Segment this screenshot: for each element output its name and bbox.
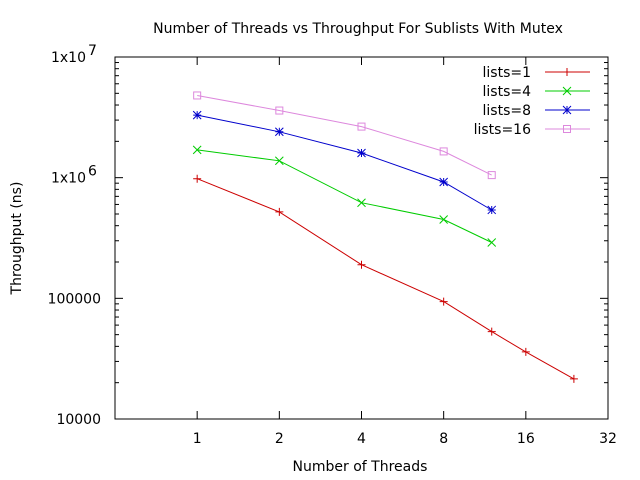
series-line [197, 114, 492, 211]
legend-marker [562, 86, 572, 96]
data-point [439, 215, 449, 224]
legend-label: lists=4 [483, 84, 532, 100]
data-point [439, 147, 448, 156]
series-line [197, 95, 492, 176]
series-layer [192, 91, 578, 383]
data-point [357, 122, 366, 131]
data-point [357, 148, 366, 158]
plot-frame [114, 56, 609, 420]
data-point [192, 110, 202, 120]
y-tick-label: 1x10 [51, 171, 86, 187]
series-lists=1 [193, 174, 578, 383]
y-tick-label: 100000 [48, 291, 101, 307]
x-tick-label: 1 [193, 431, 202, 447]
data-point [275, 106, 284, 115]
data-point [487, 238, 497, 247]
data-point [357, 198, 366, 208]
chart-title: Number of Threads vs Throughput For Subl… [153, 21, 563, 37]
legend-label: lists=1 [483, 65, 532, 81]
series-line [197, 178, 575, 380]
series-lists=4 [192, 145, 497, 247]
x-tick-label: 2 [275, 431, 284, 447]
data-point [193, 91, 202, 100]
y-tick-label: 1x10 [51, 50, 86, 66]
legend-label: lists=8 [483, 103, 532, 119]
legend-marker [563, 125, 571, 133]
y-tick-label: 10000 [56, 412, 101, 428]
y-axis-label: Throughput (ns) [9, 182, 25, 296]
data-point [569, 374, 578, 383]
x-tick-label: 4 [357, 431, 366, 447]
legend-marker [563, 68, 571, 76]
data-point [275, 207, 284, 216]
legend-label: lists=16 [474, 122, 531, 138]
x-tick-label: 8 [439, 431, 448, 447]
series-lists=8 [192, 110, 497, 215]
series-lists=16 [193, 91, 496, 180]
data-point [487, 327, 496, 336]
y-tick-exponent: 7 [88, 43, 97, 59]
data-point [192, 145, 202, 155]
data-point [487, 205, 497, 215]
x-axis-label: Number of Threads [293, 459, 428, 475]
data-point [274, 127, 284, 137]
data-point [357, 260, 366, 269]
data-point [274, 156, 284, 166]
y-tick-exponent: 6 [88, 164, 97, 180]
data-point [439, 297, 448, 306]
data-point [521, 347, 530, 356]
legend: lists=1 lists=4 lists=8 lists=16 [474, 65, 590, 138]
x-tick-label: 16 [517, 431, 535, 447]
data-point [439, 177, 449, 187]
data-point [193, 174, 202, 183]
legend-marker [562, 105, 572, 115]
x-axis: 1 2 4 8 16 32 [193, 57, 617, 447]
data-point [487, 171, 496, 180]
x-tick-label: 32 [599, 431, 617, 447]
